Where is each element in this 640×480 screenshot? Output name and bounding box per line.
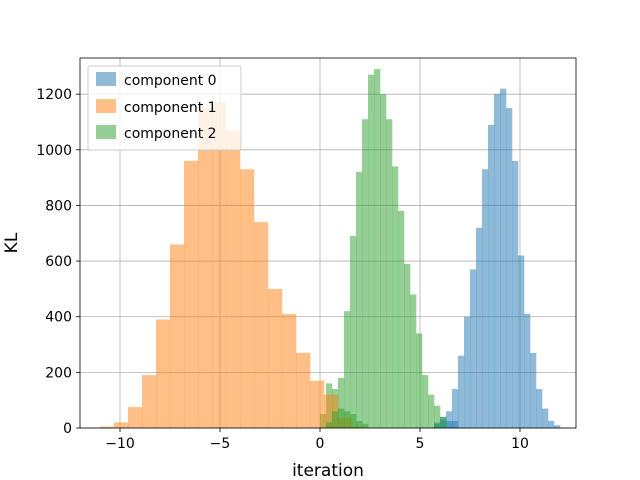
bar-component-2 — [344, 311, 351, 428]
bar-component-0 — [488, 124, 495, 429]
bar-component-0 — [518, 255, 525, 428]
x-tick-label: −5 — [210, 436, 231, 452]
bar-component-0 — [536, 389, 543, 428]
x-tick-label: 0 — [316, 436, 325, 452]
bar-component-0 — [506, 108, 513, 428]
ticks: −10 −5 0 5 10 0 200 400 600 800 1000 1200 — [36, 87, 529, 452]
x-tick-label: −10 — [105, 436, 135, 452]
bar-component-2 — [440, 416, 447, 428]
y-tick-label: 200 — [45, 365, 72, 381]
bar-component-2 — [386, 119, 393, 429]
bar-component-0 — [542, 408, 549, 428]
legend-frame — [87, 65, 242, 151]
legend-swatch-component-2 — [96, 125, 116, 139]
y-tick-label: 0 — [63, 421, 72, 437]
legend-label-component-2: component 2 — [124, 126, 217, 142]
bar-component-1 — [100, 426, 115, 428]
bar-component-1 — [128, 407, 143, 428]
bar-component-1 — [254, 222, 269, 428]
bar-component-1 — [198, 108, 213, 428]
y-tick-label: 600 — [45, 254, 72, 270]
bar-component-0 — [554, 425, 561, 428]
bar-component-0 — [464, 316, 471, 428]
bar-component-1 — [142, 375, 157, 428]
bar-component-0 — [494, 94, 501, 429]
bar-component-2 — [380, 94, 387, 429]
bar-component-0 — [446, 411, 453, 428]
bar-component-2 — [332, 411, 339, 428]
bar-component-2 — [398, 211, 405, 428]
bar-component-1 — [282, 313, 297, 428]
bar-component-2 — [368, 74, 375, 429]
legend: component 0 component 1 component 2 — [87, 65, 242, 151]
bar-component-0 — [470, 269, 477, 428]
bar-component-2 — [416, 333, 423, 428]
legend-swatch-component-0 — [96, 72, 116, 86]
bar-component-0 — [530, 352, 537, 428]
bar-component-2 — [374, 69, 381, 429]
bar-component-1 — [212, 102, 227, 428]
bar-component-1 — [310, 380, 325, 428]
bar-component-1 — [184, 160, 199, 429]
bar-component-0 — [548, 421, 555, 428]
bar-component-2 — [392, 166, 399, 428]
y-axis-label: KL — [2, 232, 22, 253]
y-tick-label: 1200 — [36, 87, 72, 103]
bar-component-2 — [410, 294, 417, 428]
bar-component-0 — [458, 355, 465, 428]
plot-frame — [79, 57, 577, 429]
x-tick-label: 5 — [416, 436, 425, 452]
x-tick-label: 10 — [511, 436, 529, 452]
bar-component-2 — [434, 405, 441, 428]
y-tick-label: 1000 — [36, 143, 72, 159]
bar-component-2 — [338, 377, 345, 428]
bar-component-2 — [356, 172, 363, 428]
bar-component-2 — [362, 119, 369, 429]
bar-component-2 — [404, 263, 411, 428]
bar-component-2 — [326, 422, 333, 428]
bar-component-2 — [422, 375, 429, 428]
x-axis-label: iteration — [292, 461, 364, 480]
bar-component-0 — [452, 389, 459, 428]
bar-component-0 — [482, 169, 489, 428]
bar-component-1 — [240, 169, 255, 428]
bar-component-0 — [500, 88, 507, 428]
legend-swatch-component-1 — [96, 99, 116, 113]
bar-component-0 — [524, 313, 531, 428]
bars — [100, 69, 561, 429]
y-tick-label: 400 — [45, 310, 72, 326]
legend-label-component-0: component 0 — [124, 73, 217, 89]
bar-component-1 — [156, 319, 171, 428]
bar-component-1 — [170, 244, 185, 428]
bar-component-2 — [428, 394, 435, 428]
y-tick-label: 800 — [45, 198, 72, 214]
legend-label-component-1: component 1 — [124, 100, 217, 116]
bar-component-0 — [512, 160, 519, 429]
bar-component-0 — [476, 227, 483, 428]
bar-component-2 — [350, 236, 357, 428]
bar-component-1 — [268, 288, 283, 428]
bar-component-1 — [226, 130, 241, 429]
bar-component-1 — [114, 422, 129, 428]
bar-component-1 — [296, 352, 311, 428]
